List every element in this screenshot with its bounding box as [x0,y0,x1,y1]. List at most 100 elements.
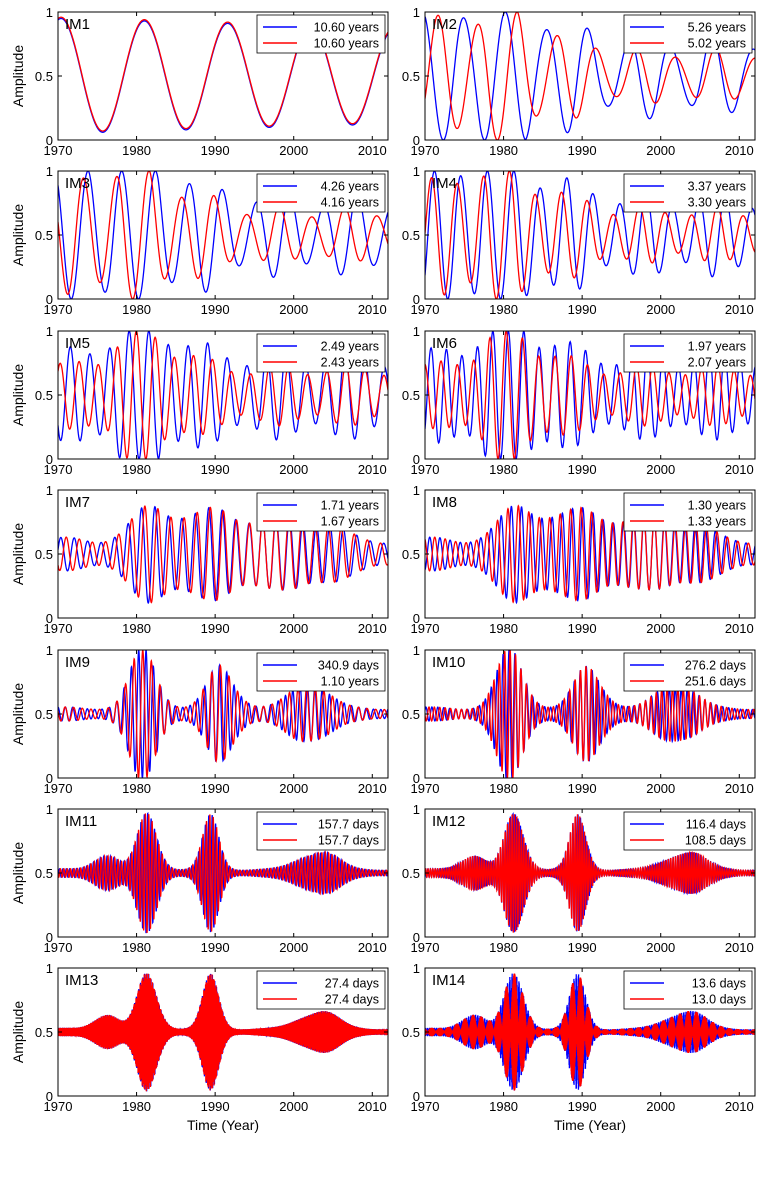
x-tick-label: 1990 [201,621,230,636]
panel-im8: 1970 1980 1990 2000 2010 0 0.5 1 IM8 1.30 years 1.… [402,483,756,636]
y-tick-label: 1 [413,164,420,179]
legend-box [256,492,386,532]
x-tick-label: 1970 [44,940,73,955]
x-tick-label: 1970 [44,143,73,158]
legend-box [623,14,753,54]
legend-box [623,333,753,373]
panel-title: IM12 [432,813,465,830]
y-tick-label: 0.5 [35,69,53,84]
y-tick-label: 0.5 [402,228,420,243]
x-tick-label: 1990 [201,143,230,158]
x-tick-label: 2000 [646,1099,675,1114]
legend-label: 1.67 years [321,515,379,529]
x-tick-label: 2000 [646,462,675,477]
legend-label: 3.37 years [688,180,746,194]
legend-label: 5.26 years [688,21,746,35]
x-tick-label: 1980 [489,1099,518,1114]
x-tick-label: 1990 [201,781,230,796]
x-tick-label: 1970 [411,1099,440,1114]
y-tick-label: 0 [46,611,53,626]
legend-label: 27.4 days [325,977,379,991]
legend-label: 13.6 days [692,977,746,991]
y-axis-label: Amplitude [10,683,26,745]
x-tick-label: 2000 [646,940,675,955]
x-tick-label: 1980 [122,143,151,158]
legend-label: 5.02 years [688,37,746,51]
series-line-red [58,973,388,1092]
legend-box [623,492,753,532]
x-axis-label: Time (Year) [187,1117,259,1133]
legend-label: 10.60 years [314,21,379,35]
legend-label: 2.49 years [321,340,379,354]
panel-im2: 1970 1980 1990 2000 2010 0 0.5 1 IM2 5.26 years 5.… [402,5,756,158]
legend-label: 108.5 days [685,834,746,848]
legend-label: 4.26 years [321,180,379,194]
panel-title: IM10 [432,654,465,671]
y-tick-label: 0.5 [35,707,53,722]
panel-title: IM2 [432,16,457,33]
x-tick-label: 1980 [122,781,151,796]
panel-title: IM3 [65,175,90,192]
series-line-red [425,12,755,140]
panel-title: IM4 [432,175,457,192]
x-tick-label: 1970 [44,781,73,796]
x-tick-label: 1990 [568,302,597,317]
y-tick-label: 1 [413,5,420,20]
x-tick-label: 2000 [279,1099,308,1114]
panel-im6: 1970 1980 1990 2000 2010 0 0.5 1 IM6 1.97 years 2.… [402,324,756,477]
panel-im13: 1970 1980 1990 2000 2010 0 0.5 1 IM13 27.4 days 27… [10,961,389,1133]
legend-label: 10.60 years [314,37,379,51]
x-tick-label: 2010 [725,940,754,955]
x-tick-label: 1970 [411,143,440,158]
y-axis-label: Amplitude [10,204,26,266]
x-tick-label: 1990 [201,302,230,317]
legend-box [256,333,386,373]
y-tick-label: 1 [413,802,420,817]
y-tick-label: 0 [413,133,420,148]
y-tick-label: 0 [46,930,53,945]
legend-box [623,970,753,1010]
x-tick-label: 2010 [358,621,387,636]
legend-box [256,970,386,1010]
x-tick-label: 1970 [411,462,440,477]
panel-im12: 1970 1980 1990 2000 2010 0 0.5 1 IM12 116.4 days 1… [402,802,756,955]
series-line-red [58,813,388,934]
x-tick-label: 2010 [358,143,387,158]
series-line-blue [425,505,755,605]
y-tick-label: 0.5 [402,866,420,881]
y-tick-label: 1 [413,643,420,658]
panel-im3: 1970 1980 1990 2000 2010 0 0.5 1 IM3 4.26 years 4.… [10,164,389,317]
series-line-red [425,973,755,1091]
x-tick-label: 1990 [568,462,597,477]
x-tick-label: 1990 [568,143,597,158]
y-tick-label: 0.5 [402,388,420,403]
legend-box [256,14,386,54]
series-line-red [58,16,388,132]
x-tick-label: 1970 [44,1099,73,1114]
y-tick-label: 0 [413,611,420,626]
panel-title: IM7 [65,494,90,511]
y-tick-label: 0.5 [402,69,420,84]
y-tick-label: 0.5 [35,1025,53,1040]
x-tick-label: 1990 [568,1099,597,1114]
y-tick-label: 0 [413,452,420,467]
legend-box [256,811,386,851]
x-tick-label: 2000 [279,781,308,796]
y-tick-label: 0 [413,771,420,786]
legend-label: 27.4 days [325,993,379,1007]
y-tick-label: 0 [413,292,420,307]
x-tick-label: 2000 [279,621,308,636]
y-tick-label: 1 [413,483,420,498]
panel-im4: 1970 1980 1990 2000 2010 0 0.5 1 IM4 3.37 years 3.… [402,164,756,317]
x-tick-label: 1980 [122,940,151,955]
x-tick-label: 1990 [568,781,597,796]
legend-box [623,811,753,851]
legend-box [623,652,753,692]
y-axis-label: Amplitude [10,45,26,107]
y-tick-label: 0.5 [402,547,420,562]
y-tick-label: 0.5 [35,866,53,881]
y-tick-label: 0 [46,292,53,307]
x-tick-label: 2010 [725,462,754,477]
legend-label: 276.2 days [685,659,746,673]
x-tick-label: 2010 [725,1099,754,1114]
